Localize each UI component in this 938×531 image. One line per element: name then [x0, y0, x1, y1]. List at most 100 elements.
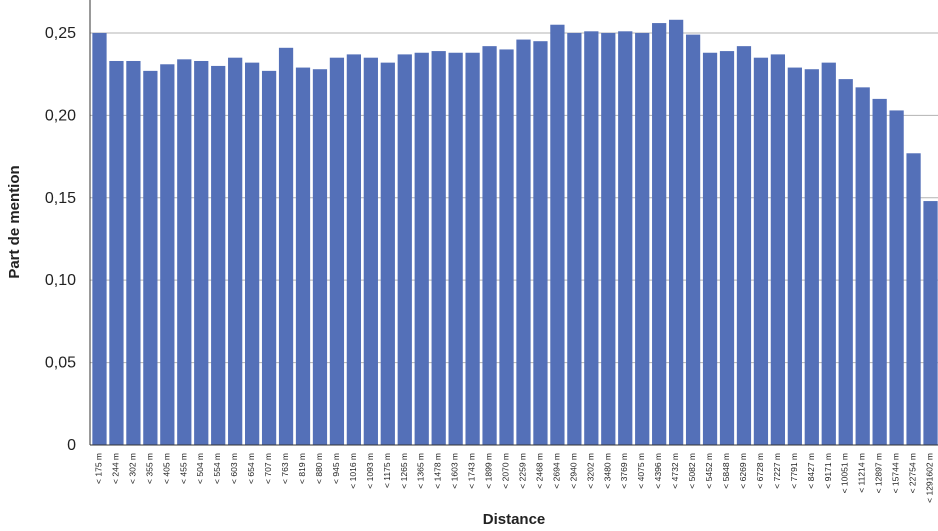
- bar: [685, 34, 701, 446]
- bar: [126, 60, 141, 445]
- bar: [431, 51, 446, 446]
- x-tick-label: < 2070 m: [501, 453, 511, 489]
- x-tick-label: < 3769 m: [619, 453, 629, 489]
- bar: [397, 54, 412, 445]
- bar: [753, 57, 769, 445]
- x-tick-label: < 244 m: [110, 453, 120, 484]
- x-tick-label: < 654 m: [246, 453, 256, 484]
- bar: [923, 201, 938, 445]
- bar: [465, 52, 480, 446]
- x-tick-label: < 3202 m: [585, 453, 595, 489]
- y-tick-label: 0,20: [45, 107, 76, 124]
- bar: [482, 46, 497, 446]
- bar: [363, 57, 378, 445]
- x-tick-label: < 1743 m: [467, 453, 477, 489]
- bars: [92, 19, 938, 446]
- bar: [906, 153, 921, 445]
- x-tick-label: < 2694 m: [551, 453, 561, 489]
- x-tick-label: < 11214 m: [857, 453, 867, 493]
- x-tick-label: < 9171 m: [823, 453, 833, 489]
- x-tick-label: < 1365 m: [416, 453, 426, 489]
- x-tick-label: < 1603 m: [450, 453, 460, 489]
- x-tick-label: < 4396 m: [653, 453, 663, 489]
- x-tick-label: < 707 m: [263, 453, 273, 484]
- bar: [295, 67, 311, 445]
- x-tick-label: < 554 m: [212, 453, 222, 484]
- bar: [380, 62, 395, 445]
- x-tick-label: < 2259 m: [517, 453, 527, 489]
- bar: [109, 60, 124, 445]
- bar: [872, 98, 887, 445]
- x-tick-label: < 5452 m: [704, 453, 714, 489]
- x-tick-label: < 4075 m: [636, 453, 646, 489]
- bar: [177, 59, 192, 445]
- x-tick-label: < 6728 m: [755, 453, 765, 489]
- x-tick-label: < 1291602 m: [925, 453, 935, 503]
- bar: [787, 67, 802, 445]
- bar: [261, 70, 277, 446]
- bar: [652, 23, 667, 445]
- x-tick-label: < 8427 m: [806, 453, 816, 489]
- x-tick-label: < 1478 m: [433, 453, 443, 489]
- x-tick-label: < 15744 m: [891, 453, 901, 493]
- bar: [855, 87, 870, 445]
- x-tick-label: < 1265 m: [399, 453, 409, 489]
- bar: [702, 52, 718, 446]
- bar: [533, 41, 548, 445]
- x-tick-label: < 1016 m: [348, 453, 358, 489]
- bar: [448, 52, 463, 446]
- x-tick-label: < 455 m: [178, 453, 188, 484]
- bar: [635, 32, 650, 446]
- bar: [804, 69, 819, 445]
- x-tick-label: < 1093 m: [365, 453, 375, 489]
- bar: [567, 32, 582, 446]
- bar: [312, 69, 328, 445]
- x-tick-label: < 880 m: [314, 453, 324, 484]
- x-tick-label: < 4732 m: [670, 453, 680, 489]
- y-tick-label: 0,05: [45, 355, 76, 372]
- bar: [719, 51, 735, 446]
- x-tick-label: < 2940 m: [568, 453, 578, 489]
- bar: [736, 46, 752, 446]
- x-tick-label: < 7227 m: [772, 453, 782, 489]
- bar: [329, 57, 345, 445]
- x-tick-label: < 302 m: [127, 453, 137, 484]
- bar: [245, 62, 260, 445]
- x-tick-label: < 504 m: [195, 453, 205, 484]
- axes: [89, 0, 938, 446]
- x-tick-label: < 1175 m: [382, 453, 392, 488]
- x-tick-label: < 175 m: [93, 453, 103, 484]
- x-tick-label: < 819 m: [297, 453, 307, 484]
- x-tick-label: < 945 m: [331, 453, 341, 484]
- bar: [516, 39, 531, 446]
- x-tick-label: < 405 m: [161, 453, 171, 484]
- x-tick-label: < 763 m: [280, 453, 290, 484]
- y-tick-labels: 0 0,05 0,10 0,15 0,20 0,25: [45, 25, 76, 454]
- x-tick-label: < 5848 m: [721, 453, 731, 489]
- x-tick-label: < 355 m: [144, 453, 154, 484]
- x-tick-labels: < 175 m < 244 m < 302 m < 355 m < 405 m < 455…: [93, 453, 934, 503]
- bar: [584, 31, 599, 446]
- y-tick-label: 0,15: [45, 190, 76, 207]
- bar: [194, 60, 209, 445]
- bar: [160, 64, 175, 445]
- x-tick-label: < 10051 m: [840, 453, 850, 493]
- bar: [838, 79, 853, 446]
- x-tick-label: < 7791 m: [789, 453, 799, 489]
- bar: [550, 24, 565, 445]
- bar: [601, 32, 616, 446]
- x-tick-label: < 1899 m: [484, 453, 494, 489]
- bar: [821, 62, 836, 445]
- x-tick-label: < 603 m: [229, 453, 239, 484]
- x-tick-label: < 12897 m: [874, 453, 884, 493]
- bar: [669, 19, 684, 446]
- bar: [618, 31, 633, 446]
- y-tick-label: 0,10: [45, 272, 76, 289]
- x-tick-label: < 6269 m: [738, 453, 748, 489]
- bar: [278, 47, 294, 446]
- bar: [889, 110, 904, 446]
- bar: [770, 54, 786, 445]
- y-axis-label: Part de mention: [6, 165, 23, 278]
- bar: [414, 52, 429, 446]
- bar: [92, 32, 107, 446]
